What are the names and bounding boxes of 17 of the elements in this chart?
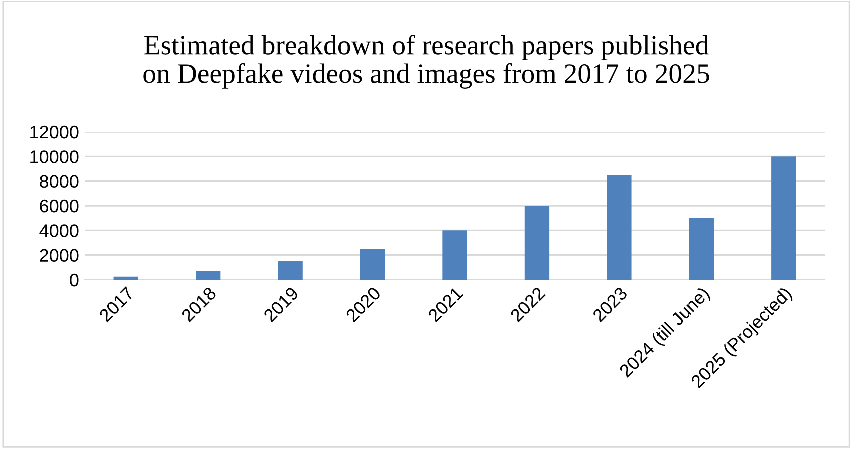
bar — [524, 206, 550, 280]
y-tick-label: 0 — [70, 274, 79, 287]
bar — [689, 218, 714, 280]
y-tick-label: 4000 — [40, 224, 79, 238]
bar — [442, 230, 468, 280]
y-tick-label: 2000 — [40, 249, 79, 262]
bar — [196, 271, 221, 280]
y-tick-label: 6000 — [40, 200, 79, 213]
bar — [114, 276, 138, 280]
y-tick-label: 8000 — [40, 175, 79, 188]
chart-title: Estimated breakdown of research papers published on Deepfake videos and images from 2017 to 2025 — [144, 35, 710, 89]
y-tick-label: 12000 — [30, 126, 79, 139]
bar — [278, 262, 303, 280]
y-tick-label: 10000 — [30, 150, 79, 164]
bar — [360, 249, 386, 280]
bar — [607, 175, 632, 280]
bar — [772, 156, 796, 280]
